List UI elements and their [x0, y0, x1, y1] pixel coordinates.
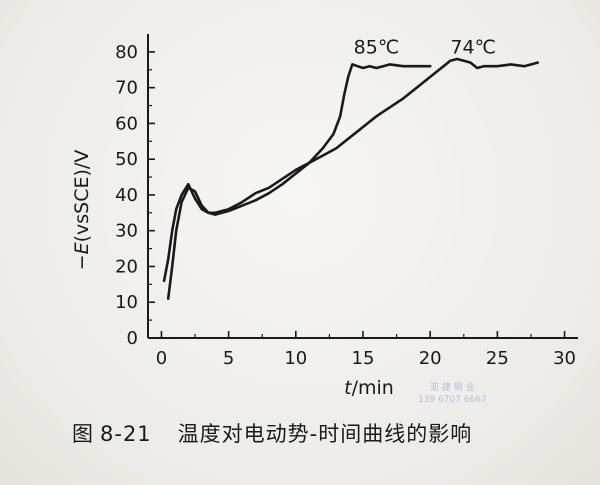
y-tick-label: 10 — [115, 292, 138, 313]
watermark-line-2: 139 6707 6667 — [418, 395, 487, 405]
y-tick-label: 80 — [115, 42, 138, 63]
x-axis-label-unit: /min — [352, 377, 394, 399]
caption-label: 图 — [72, 422, 94, 446]
y-tick-label: 30 — [115, 221, 138, 242]
chart-labels: 85℃ 74℃ — [354, 37, 496, 59]
x-axis-label-symbol: t — [344, 377, 353, 399]
caption-text: 温度对电动势-时间曲线的影响 — [177, 422, 473, 446]
y-axis-label-unit: (vsSCE)/V — [71, 150, 93, 243]
y-axis-label: −E(vsSCE)/V — [71, 150, 93, 271]
watermark-line-1: 亚 捷 钢 业 — [430, 383, 475, 393]
caption-number: 8-21 — [100, 422, 152, 446]
y-axis-label-sign: − — [71, 254, 93, 270]
x-tick-label: 15 — [352, 348, 375, 369]
y-axis-label-symbol: E — [71, 242, 93, 254]
x-axis-label: t/min — [344, 377, 394, 399]
x-tick-label: 10 — [284, 348, 307, 369]
chart: 0 10 20 30 40 50 60 70 80 0 5 10 15 20 25 30 85℃ 74℃ −E(… — [71, 34, 578, 399]
x-tick-label: 5 — [223, 348, 234, 369]
x-tick-label: 20 — [419, 348, 442, 369]
y-tick-label: 0 — [127, 328, 138, 349]
series-line-74c — [166, 57, 539, 300]
chart-ticks: 0 10 20 30 40 50 60 70 80 0 5 10 15 20 25 30 — [115, 42, 576, 369]
x-tick-label: 30 — [553, 348, 576, 369]
x-tick-label: 0 — [156, 348, 167, 369]
y-tick-label: 60 — [115, 113, 138, 134]
y-tick-label: 20 — [115, 256, 138, 277]
y-tick-label: 70 — [115, 78, 138, 99]
chart-axes — [147, 34, 578, 339]
series-label-74c: 74℃ — [450, 37, 496, 59]
series-line-85c — [162, 63, 432, 283]
watermark: 亚 捷 钢 业 139 6707 6667 — [418, 382, 487, 406]
figure-caption: 图 8-21 温度对电动势-时间曲线的影响 — [72, 418, 472, 448]
series-label-85c: 85℃ — [354, 37, 400, 59]
x-tick-label: 25 — [486, 348, 509, 369]
chart-series — [162, 57, 539, 300]
y-tick-label: 40 — [115, 185, 138, 206]
y-tick-label: 50 — [115, 149, 138, 170]
